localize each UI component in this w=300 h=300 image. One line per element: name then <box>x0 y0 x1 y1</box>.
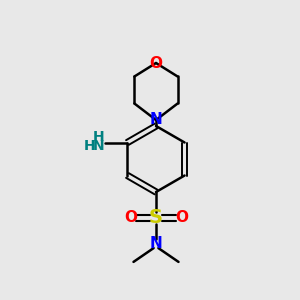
Text: O: O <box>175 210 188 225</box>
Text: O: O <box>149 56 163 70</box>
Text: H: H <box>84 140 96 153</box>
Text: N: N <box>150 236 162 251</box>
Text: H: H <box>93 130 105 144</box>
Text: N: N <box>150 112 162 128</box>
Text: S: S <box>149 208 163 227</box>
Text: N: N <box>93 140 105 153</box>
Text: O: O <box>124 210 137 225</box>
